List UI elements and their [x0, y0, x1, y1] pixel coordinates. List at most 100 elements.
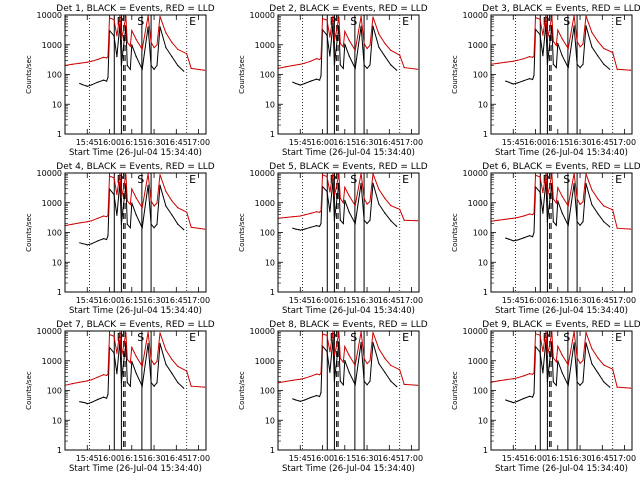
data-point-events	[512, 402, 514, 404]
data-point-lld	[378, 188, 380, 190]
data-point-lld	[135, 38, 137, 41]
data-point-lld	[548, 348, 550, 350]
data-point-events	[333, 380, 335, 382]
x-tick-label: 16:30	[569, 296, 592, 305]
data-point-lld	[582, 359, 584, 362]
panel-title: Det 7, BLACK = Events, RED = LLD	[56, 320, 215, 330]
data-point-lld	[539, 18, 541, 20]
y-tick-label: 10	[265, 258, 275, 267]
data-point-events	[532, 236, 534, 238]
data-point-lld	[299, 215, 301, 217]
data-point-lld	[141, 365, 143, 367]
data-point-lld	[86, 380, 88, 382]
series-line-lld	[277, 173, 418, 222]
data-point-events	[129, 227, 131, 229]
data-point-lld	[548, 189, 550, 191]
x-tick-label: 15:45	[289, 138, 312, 147]
data-point-events	[319, 79, 321, 81]
data-point-lld	[320, 210, 322, 212]
data-point-lld	[616, 386, 618, 388]
data-point-lld	[539, 334, 541, 336]
data-point-lld	[532, 214, 534, 216]
y-tick-label: 10000	[463, 11, 488, 20]
data-point-events	[150, 64, 152, 67]
data-point-lld	[320, 57, 322, 59]
data-point-lld	[534, 17, 537, 19]
data-point-lld	[97, 217, 99, 219]
data-point-events	[298, 229, 300, 231]
data-point-lld	[292, 216, 294, 218]
data-point-events	[329, 211, 331, 213]
data-point-lld	[517, 59, 519, 61]
data-point-lld	[103, 56, 105, 58]
data-point-lld	[339, 357, 341, 359]
x-axis-label: Start Time (26-Jul-04 15:34:40)	[69, 148, 202, 158]
y-tick-label: 10	[265, 416, 275, 425]
data-point-events	[304, 228, 306, 230]
data-point-lld	[190, 385, 192, 387]
data-point-events	[585, 183, 587, 185]
data-point-events	[342, 67, 344, 69]
data-point-lld	[97, 376, 99, 378]
data-point-events	[122, 367, 124, 369]
x-tick-label: 16:00	[98, 454, 121, 463]
data-point-events	[333, 64, 335, 66]
x-tick-label: 15:45	[502, 138, 525, 147]
data-point-events	[126, 64, 128, 67]
y-tick-label: 10	[52, 258, 62, 267]
data-point-events	[153, 227, 155, 229]
data-point-lld	[186, 370, 188, 372]
data-point-lld	[384, 42, 386, 45]
data-point-lld	[156, 202, 158, 204]
data-point-events	[147, 342, 149, 345]
data-point-lld	[310, 60, 312, 62]
data-point-events	[333, 219, 335, 221]
data-point-events	[366, 67, 368, 69]
y-tick-label: 1000	[468, 199, 488, 208]
interval-marker-label: S	[350, 15, 357, 28]
data-point-lld	[582, 201, 584, 203]
data-point-events	[292, 81, 294, 83]
data-point-lld	[153, 363, 155, 366]
data-point-events	[579, 384, 581, 386]
data-point-lld	[106, 374, 108, 377]
data-point-events	[183, 387, 185, 389]
data-point-lld	[529, 213, 531, 215]
data-point-events	[135, 372, 137, 374]
data-point-events	[542, 212, 544, 214]
data-point-lld	[113, 177, 115, 179]
x-tick-label: 16:15	[120, 296, 143, 305]
data-point-lld	[532, 373, 534, 375]
data-point-events	[360, 25, 362, 27]
data-point-events	[505, 80, 507, 82]
data-point-lld	[576, 40, 578, 43]
data-point-events	[150, 223, 152, 225]
x-tick-label: 16:45	[591, 296, 614, 305]
data-point-lld	[561, 38, 563, 40]
data-point-events	[384, 55, 386, 57]
data-point-lld	[304, 214, 306, 216]
data-point-events	[609, 386, 611, 388]
plot-frame	[64, 14, 207, 135]
data-point-lld	[122, 349, 124, 351]
data-point-lld	[523, 58, 525, 60]
data-point-lld	[576, 198, 578, 200]
y-axis-label: Counts/sec	[238, 371, 246, 410]
y-tick-label: 10000	[37, 327, 62, 336]
data-point-events	[597, 55, 599, 57]
x-axis-label: Start Time (26-Jul-04 15:34:40)	[282, 306, 415, 316]
data-point-lld	[97, 58, 99, 61]
data-point-lld	[129, 45, 131, 47]
data-point-lld	[612, 368, 614, 370]
x-tick-label: 17:00	[187, 296, 210, 305]
data-point-lld	[366, 203, 368, 205]
data-point-lld	[497, 380, 499, 382]
interval-marker-label: S	[563, 15, 570, 28]
series-line-lld	[490, 173, 631, 230]
data-point-events	[319, 225, 321, 227]
interval-marker-label: E	[615, 331, 622, 344]
data-point-events	[369, 64, 371, 66]
y-tick-label: 10	[52, 100, 62, 109]
y-tick-label: 1	[270, 288, 275, 297]
